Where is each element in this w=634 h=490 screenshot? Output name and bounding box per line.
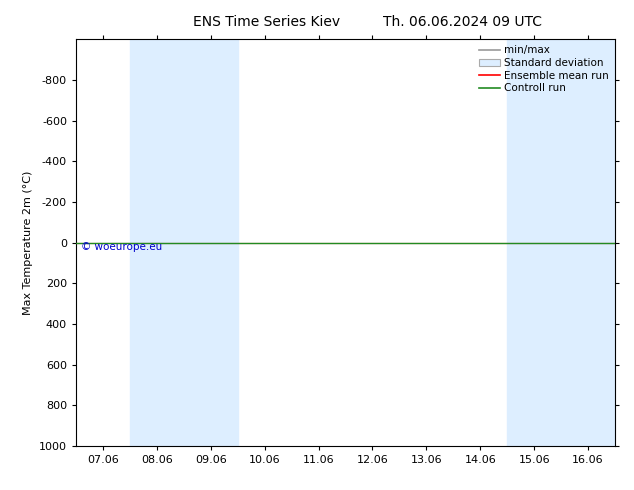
Y-axis label: Max Temperature 2m (°C): Max Temperature 2m (°C) bbox=[23, 171, 34, 315]
Bar bbox=[507, 39, 615, 446]
Legend: min/max, Standard deviation, Ensemble mean run, Controll run: min/max, Standard deviation, Ensemble me… bbox=[476, 42, 612, 97]
Text: ENS Time Series Kiev: ENS Time Series Kiev bbox=[193, 15, 340, 29]
Text: Th. 06.06.2024 09 UTC: Th. 06.06.2024 09 UTC bbox=[384, 15, 542, 29]
Bar bbox=[130, 39, 238, 446]
Text: © woeurope.eu: © woeurope.eu bbox=[81, 242, 163, 252]
